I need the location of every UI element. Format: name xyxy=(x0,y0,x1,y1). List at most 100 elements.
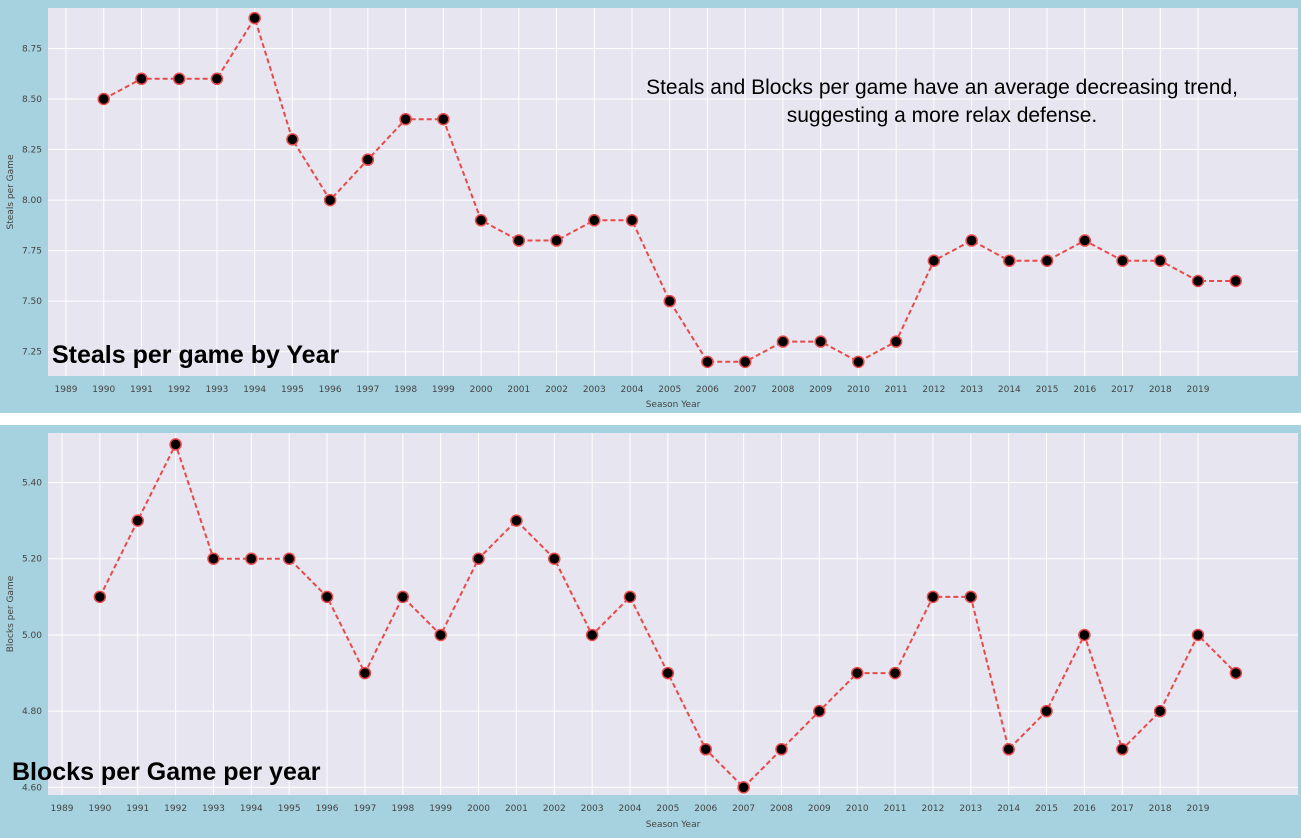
steals-xtick-label-1990: 1990 xyxy=(92,385,115,395)
steals-data-point-20 xyxy=(852,355,865,369)
steals-data-point-2 xyxy=(172,72,186,86)
steals-data-point-23 xyxy=(965,234,978,247)
steals-data-point-7 xyxy=(361,153,375,166)
blocks-xtick-label-2007: 2007 xyxy=(732,804,755,814)
blocks-data-point-29 xyxy=(1191,628,1205,642)
blocks-xtick-label-1993: 1993 xyxy=(202,804,225,814)
blocks-xtick-label-2001: 2001 xyxy=(505,804,528,814)
blocks-xtick-label-2005: 2005 xyxy=(656,804,679,814)
blocks-data-point-30 xyxy=(1229,666,1243,680)
blocks-xtick-label-2015: 2015 xyxy=(1035,804,1058,814)
blocks-data-point-27 xyxy=(1116,743,1129,756)
steals-data-point-11 xyxy=(512,234,526,247)
steals-xtick-label-2002: 2002 xyxy=(545,385,568,395)
steals-xtick-label-1999: 1999 xyxy=(432,385,455,395)
blocks-xtick-label-1998: 1998 xyxy=(391,804,414,814)
blocks-data-point-10 xyxy=(472,552,485,565)
blocks-data-point-13 xyxy=(585,628,599,642)
blocks-data-point-11 xyxy=(510,514,523,527)
steals-plot-area xyxy=(48,8,1298,376)
blocks-xtick-label-2019: 2019 xyxy=(1187,804,1210,814)
blocks-data-point-14 xyxy=(623,590,637,604)
blocks-data-point-0 xyxy=(93,590,107,604)
blocks-xtick-label-1992: 1992 xyxy=(164,804,187,814)
steals-ytick-label: 7.25 xyxy=(22,348,42,358)
steals-xtick-label-2013: 2013 xyxy=(960,385,983,395)
steals-xtick-label-2010: 2010 xyxy=(847,385,870,395)
steals-xtick-label-1995: 1995 xyxy=(281,385,304,395)
blocks-data-point-24 xyxy=(1002,743,1015,756)
steals-y-axis-label: Steals per Game xyxy=(6,154,16,229)
blocks-data-point-19 xyxy=(813,704,826,718)
steals-xtick-label-2018: 2018 xyxy=(1149,385,1172,395)
blocks-data-point-4 xyxy=(245,552,258,565)
steals-data-point-30 xyxy=(1229,274,1242,288)
blocks-xtick-label-2018: 2018 xyxy=(1149,804,1172,814)
blocks-data-point-28 xyxy=(1153,704,1167,718)
steals-data-point-22 xyxy=(927,254,941,267)
steals-ytick-label: 8.50 xyxy=(22,95,42,105)
steals-xtick-label-1993: 1993 xyxy=(205,385,228,395)
steals-data-point-0 xyxy=(97,92,110,106)
steals-data-point-12 xyxy=(550,234,563,247)
steals-xtick-label-1998: 1998 xyxy=(394,385,417,395)
blocks-data-point-8 xyxy=(396,590,410,604)
blocks-ytick-label: 5.00 xyxy=(22,631,42,641)
steals-xtick-label-2005: 2005 xyxy=(658,385,681,395)
blocks-x-axis-label: Season Year xyxy=(646,820,701,830)
blocks-xtick-label-1990: 1990 xyxy=(88,804,111,814)
steals-xtick-label-1989: 1989 xyxy=(55,385,78,395)
steals-xtick-label-2009: 2009 xyxy=(809,385,832,395)
blocks-data-point-7 xyxy=(358,666,372,680)
blocks-xtick-label-2006: 2006 xyxy=(694,804,717,814)
steals-data-point-28 xyxy=(1154,254,1167,267)
blocks-data-point-1 xyxy=(131,514,144,527)
blocks-xtick-label-2017: 2017 xyxy=(1111,804,1134,814)
steals-xtick-label-2004: 2004 xyxy=(621,385,644,395)
steals-ytick-label: 8.00 xyxy=(22,196,42,206)
blocks-data-point-21 xyxy=(888,666,902,680)
blocks-data-point-18 xyxy=(775,743,788,756)
steals-data-point-21 xyxy=(889,335,903,348)
steals-xtick-label-2007: 2007 xyxy=(734,385,757,395)
steals-xtick-label-2019: 2019 xyxy=(1187,385,1210,395)
steals-data-point-9 xyxy=(437,112,450,126)
steals-xtick-label-1991: 1991 xyxy=(130,385,153,395)
steals-data-point-29 xyxy=(1191,274,1205,288)
blocks-xtick-label-1997: 1997 xyxy=(353,804,376,814)
blocks-xtick-label-2009: 2009 xyxy=(808,804,831,814)
blocks-data-point-12 xyxy=(548,552,561,565)
steals-data-point-1 xyxy=(135,72,148,86)
steals-data-point-14 xyxy=(625,214,639,227)
blocks-data-point-2 xyxy=(169,438,182,451)
steals-ytick-label: 7.50 xyxy=(22,297,42,307)
blocks-xtick-label-2003: 2003 xyxy=(581,804,604,814)
blocks-data-point-20 xyxy=(850,666,864,680)
steals-xtick-label-1996: 1996 xyxy=(319,385,342,395)
blocks-data-point-17 xyxy=(737,781,750,794)
steals-data-point-24 xyxy=(1003,254,1016,267)
blocks-chart-title: Blocks per Game per year xyxy=(12,758,321,786)
trend-annotation: Steals and Blocks per game have an avera… xyxy=(646,76,1238,127)
steals-data-point-13 xyxy=(588,214,601,227)
steals-chart-panel: 7.25 7.50 7.75 8.00 8.25 8.50 8.75 1989 1990 1991… xyxy=(0,0,1301,413)
blocks-ytick-label: 5.40 xyxy=(22,479,42,489)
blocks-xtick-label-2013: 2013 xyxy=(959,804,982,814)
blocks-data-point-25 xyxy=(1040,704,1053,718)
blocks-gridlines xyxy=(48,433,1298,795)
blocks-xtick-label-1995: 1995 xyxy=(278,804,301,814)
steals-xtick-label-1992: 1992 xyxy=(168,385,191,395)
steals-gridlines xyxy=(48,8,1298,376)
blocks-xtick-label-2016: 2016 xyxy=(1073,804,1096,814)
steals-ytick-label: 8.25 xyxy=(22,146,42,156)
steals-xtick-label-2008: 2008 xyxy=(771,385,794,395)
steals-data-point-26 xyxy=(1078,234,1092,247)
blocks-xtick-label-2002: 2002 xyxy=(543,804,566,814)
blocks-chart: 4.60 4.80 5.00 5.20 5.40 1989 1990 1991 1992 1993… xyxy=(6,433,1298,830)
steals-ytick-label: 8.75 xyxy=(22,44,42,54)
blocks-ytick-label: 4.80 xyxy=(22,707,42,717)
steals-ytick-label: 7.75 xyxy=(22,247,42,257)
steals-data-point-17 xyxy=(738,355,752,369)
steals-data-point-6 xyxy=(323,193,337,207)
blocks-xtick-label-2011: 2011 xyxy=(884,804,907,814)
